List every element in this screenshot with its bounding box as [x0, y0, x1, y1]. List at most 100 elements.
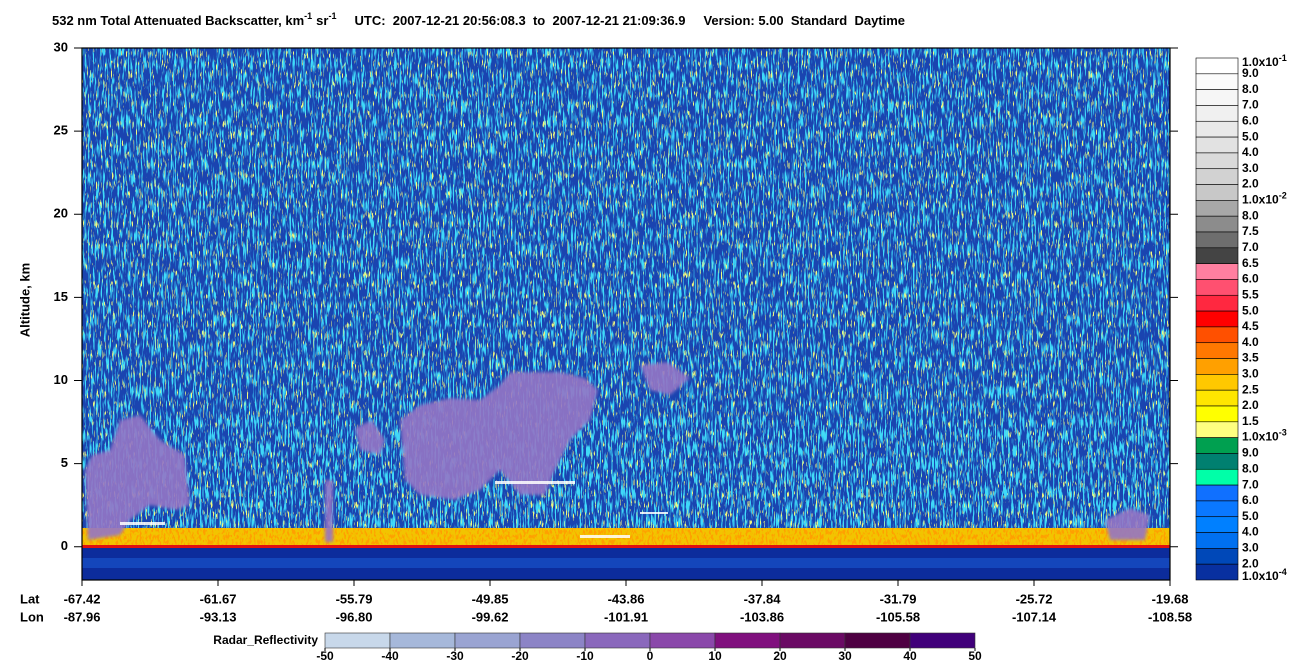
y-tick-label: 20	[54, 206, 68, 221]
colorbar-label: 6.0	[1242, 493, 1259, 507]
colorbar-swatch	[1195, 263, 1239, 280]
colorbar-label-exp: -4	[1279, 567, 1287, 577]
colorbar-label: 7.0	[1242, 477, 1259, 491]
colorbar-label: 3.0	[1242, 541, 1259, 555]
colorbar-swatch	[1195, 215, 1239, 233]
colorbar-swatch	[1195, 200, 1239, 217]
y-tick-label: 30	[54, 39, 68, 54]
title-text: sr	[316, 13, 328, 28]
colorbar-swatch	[1195, 516, 1239, 533]
lat-label: -61.67	[200, 591, 237, 606]
colorbar-label: 2.5	[1242, 382, 1259, 396]
colorbar-swatch	[1195, 532, 1239, 549]
colorbar-swatch	[1195, 231, 1239, 249]
radar-label: Radar_Reflectivity	[213, 633, 318, 647]
colorbar-label: 9.0	[1242, 446, 1259, 460]
radar-tick-label: 30	[838, 649, 852, 663]
lon-label: -101.91	[604, 609, 648, 624]
radar-tick-label: -20	[511, 649, 529, 663]
colorbar-label-exp: -3	[1279, 428, 1287, 438]
colorbar-label: 1.0x10-2	[1242, 191, 1287, 207]
lat-label: -43.86	[608, 591, 645, 606]
y-axis-label: Altitude, km	[17, 263, 32, 337]
colorbar-label: 1.0x10-3	[1242, 428, 1287, 444]
colorbar-label-base: 1.0x10	[1242, 193, 1279, 207]
lon-label: -103.86	[740, 609, 784, 624]
radar-tick-label: -10	[576, 649, 594, 663]
lat-label: -37.84	[744, 591, 782, 606]
colorbar-label: 6.5	[1242, 256, 1259, 270]
colorbar-label: 1.0x10-4	[1242, 567, 1287, 583]
radar-swatch	[454, 632, 521, 649]
lat-title: Lat	[20, 591, 40, 606]
colorbar-swatch	[1195, 73, 1239, 90]
radar-swatch	[519, 632, 586, 649]
colorbar-swatch	[1195, 184, 1239, 201]
lon-label: -107.14	[1012, 609, 1057, 624]
colorbar-label: 1.0x10-1	[1242, 53, 1287, 69]
lon-label: -87.96	[64, 609, 101, 624]
radar-tick-label: 40	[903, 649, 917, 663]
colorbar-swatch	[1195, 57, 1239, 75]
radar-swatch	[584, 632, 651, 649]
colorbar-label: 2.0	[1242, 398, 1259, 412]
y-tick-label: 15	[54, 289, 68, 304]
lon-title: Lon	[20, 609, 44, 624]
radar-tick-label: -40	[381, 649, 399, 663]
radar-tick-label: -30	[446, 649, 464, 663]
lon-label: -105.58	[876, 609, 920, 624]
colorbar-swatch	[1195, 563, 1239, 581]
colorbar-label: 2.0	[1242, 556, 1259, 570]
colorbar-label: 8.0	[1242, 208, 1259, 222]
colorbar-swatch	[1195, 89, 1239, 106]
radar-tick-label: 20	[773, 649, 787, 663]
y-tick-label: 10	[54, 372, 68, 387]
colorbar-swatch	[1195, 326, 1239, 344]
colorbar-swatch	[1195, 374, 1239, 391]
colorbar-label: 3.0	[1242, 161, 1259, 175]
colorbar-swatch	[1195, 437, 1239, 454]
colorbar-label: 7.0	[1242, 240, 1259, 254]
radar-tick-label: 50	[968, 649, 982, 663]
colorbar-swatch	[1195, 105, 1239, 122]
lat-label: -19.68	[1152, 591, 1189, 606]
title-version: Version: 5.00 Standard Daytime	[703, 13, 905, 28]
y-tick-label: 0	[61, 538, 68, 553]
radar-tick-label: 0	[647, 649, 654, 663]
y-tick-label: 5	[61, 455, 68, 470]
colorbar-label: 9.0	[1242, 66, 1259, 80]
colorbar-swatch	[1195, 247, 1239, 264]
colorbar-label: 6.0	[1242, 272, 1259, 286]
colorbar-swatch	[1195, 421, 1239, 438]
colorbar-label-exp: -1	[1279, 53, 1287, 63]
colorbar-label: 1.5	[1242, 414, 1259, 428]
colorbar-swatch	[1195, 358, 1239, 375]
chart-title: 532 nm Total Attenuated Backscatter, km-…	[52, 11, 905, 28]
colorbar-swatch	[1195, 484, 1239, 502]
colorbar-label: 5.0	[1242, 509, 1259, 523]
colorbar-label: 4.0	[1242, 525, 1259, 539]
radar-swatch	[389, 632, 456, 649]
colorbar-label: 5.0	[1242, 303, 1259, 317]
title-sup: -1	[304, 11, 312, 21]
colorbar-swatch	[1195, 310, 1239, 328]
lat-label: -55.79	[336, 591, 373, 606]
lon-label: -108.58	[1148, 609, 1192, 624]
radar-tick-label: -50	[316, 649, 334, 663]
colorbar-swatch	[1195, 389, 1239, 407]
radar-swatch	[844, 632, 911, 649]
colorbar-label: 7.0	[1242, 98, 1259, 112]
y-tick-label: 25	[54, 123, 68, 138]
colorbar-label-exp: -2	[1279, 191, 1287, 201]
colorbar-label: 3.0	[1242, 367, 1259, 381]
colorbar-swatch	[1195, 500, 1239, 518]
radar-swatch	[324, 632, 391, 649]
colorbar-label: 5.5	[1242, 287, 1259, 301]
colorbar-swatch	[1195, 168, 1239, 185]
colorbar-label: 8.0	[1242, 461, 1259, 475]
curtain-image	[81, 47, 1171, 581]
colorbar-label-base: 1.0x10	[1242, 569, 1279, 583]
radar-swatch	[779, 632, 846, 649]
title-utc: UTC: 2007-12-21 20:56:08.3 to 2007-12-21…	[354, 13, 685, 28]
